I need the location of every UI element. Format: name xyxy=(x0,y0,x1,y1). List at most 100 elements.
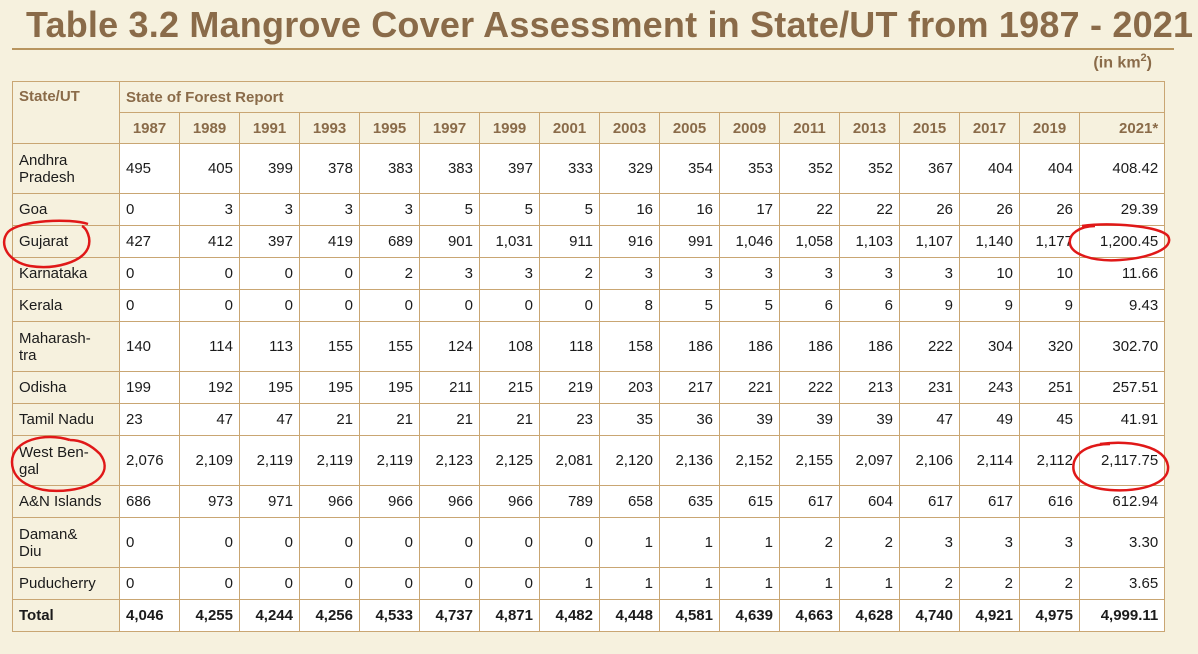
value-cell: 617 xyxy=(779,485,840,518)
value-cell: 213 xyxy=(839,371,900,404)
state-name-part: Pradesh xyxy=(19,168,75,186)
value-cell: 3 xyxy=(419,257,480,290)
value-cell: 0 xyxy=(419,289,480,322)
value-cell: 352 xyxy=(779,143,840,194)
value-cell: 0 xyxy=(359,517,420,568)
value-cell: 427 xyxy=(119,225,180,258)
unit-superscript: 2 xyxy=(1140,52,1147,64)
value-cell: 9 xyxy=(1019,289,1080,322)
value-cell: 0 xyxy=(239,517,300,568)
table-row: West Ben-gal 2,076 2,109 2,119 2,119 2,119 2,1… xyxy=(12,435,1166,486)
value-cell: 1 xyxy=(719,567,780,600)
value-cell: 0 xyxy=(299,257,360,290)
value-cell: 0 xyxy=(179,257,240,290)
value-cell: 0 xyxy=(299,517,360,568)
state-cell: Puducherry xyxy=(12,567,120,600)
value-cell: 2,136 xyxy=(659,435,720,486)
value-cell: 615 xyxy=(719,485,780,518)
value-cell: 1,031 xyxy=(479,225,540,258)
value-cell: 352 xyxy=(839,143,900,194)
state-name-part: Tamil Nadu xyxy=(19,411,95,428)
value-cell: 1,107 xyxy=(899,225,960,258)
value-cell: 39 xyxy=(779,403,840,436)
value-cell: 114 xyxy=(179,321,240,372)
value-cell: 124 xyxy=(419,321,480,372)
value-cell: 397 xyxy=(239,225,300,258)
value-cell: 0 xyxy=(239,289,300,322)
value-cell: 3 xyxy=(239,193,300,226)
value-cell: 45 xyxy=(1019,403,1080,436)
state-name-part: Andhra xyxy=(19,151,68,169)
value-cell: 0 xyxy=(539,517,600,568)
value-cell: 47 xyxy=(899,403,960,436)
value-cell: 1 xyxy=(839,567,900,600)
value-cell: 231 xyxy=(899,371,960,404)
value-cell: 3 xyxy=(479,257,540,290)
value-cell: 383 xyxy=(419,143,480,194)
value-cell: 257.51 xyxy=(1078,371,1166,404)
value-cell: 9.43 xyxy=(1078,289,1166,322)
value-cell: 320 xyxy=(1019,321,1080,372)
value-cell: 23 xyxy=(119,403,180,436)
value-cell: 2,112 xyxy=(1019,435,1080,486)
value-cell: 211 xyxy=(419,371,480,404)
value-cell: 2,117.75 xyxy=(1078,435,1166,486)
value-cell: 26 xyxy=(1019,193,1080,226)
value-cell: 5 xyxy=(719,289,780,322)
year-header: 1997 xyxy=(419,112,480,144)
value-cell: 192 xyxy=(179,371,240,404)
value-cell: 243 xyxy=(959,371,1020,404)
value-cell: 991 xyxy=(659,225,720,258)
value-cell: 219 xyxy=(539,371,600,404)
value-cell: 3.65 xyxy=(1078,567,1166,600)
value-cell: 5 xyxy=(539,193,600,226)
value-cell: 916 xyxy=(599,225,660,258)
table-row: Kerala 0 0 0 0 0 0 0 0 8 5 5 6 6 9 9 9 9.43 xyxy=(12,289,1166,322)
total-value-cell: 4,999.11 xyxy=(1078,599,1166,632)
state-cell: Andhra Pradesh xyxy=(12,143,120,194)
year-header: 1995 xyxy=(359,112,420,144)
value-cell: 966 xyxy=(299,485,360,518)
state-name-part: Goa xyxy=(19,201,48,218)
value-cell: 113 xyxy=(239,321,300,372)
value-cell: 3 xyxy=(1019,517,1080,568)
value-cell: 108 xyxy=(479,321,540,372)
value-cell: 378 xyxy=(299,143,360,194)
table-row: Puducherry 0 0 0 0 0 0 0 1 1 1 1 1 1 2 2 2 3.65 xyxy=(12,567,1166,600)
state-name-part: tra xyxy=(19,346,37,364)
table-row: Maharash-tra 140 114 113 155 155 124 108 118 158 1… xyxy=(12,321,1166,372)
value-cell: 1,046 xyxy=(719,225,780,258)
value-cell: 2 xyxy=(959,567,1020,600)
table-row: Karnataka 0 0 0 0 2 3 3 2 3 3 3 3 3 3 10 10 11.66 xyxy=(12,257,1166,290)
unit-label: (in km2) xyxy=(1093,52,1152,72)
value-cell: 0 xyxy=(479,289,540,322)
value-cell: 2,119 xyxy=(359,435,420,486)
value-cell: 0 xyxy=(119,567,180,600)
state-name-part: Diu xyxy=(19,542,42,560)
value-cell: 3 xyxy=(899,517,960,568)
state-name-part: Maharash- xyxy=(19,329,91,347)
value-cell: 155 xyxy=(359,321,420,372)
value-cell: 405 xyxy=(179,143,240,194)
value-cell: 22 xyxy=(839,193,900,226)
value-cell: 0 xyxy=(359,289,420,322)
value-cell: 408.42 xyxy=(1078,143,1166,194)
value-cell: 0 xyxy=(119,289,180,322)
value-cell: 39 xyxy=(719,403,780,436)
value-cell: 412 xyxy=(179,225,240,258)
value-cell: 404 xyxy=(1019,143,1080,194)
value-cell: 2 xyxy=(359,257,420,290)
value-cell: 789 xyxy=(539,485,600,518)
value-cell: 1,140 xyxy=(959,225,1020,258)
value-cell: 0 xyxy=(119,257,180,290)
value-cell: 49 xyxy=(959,403,1020,436)
total-value-cell: 4,975 xyxy=(1019,599,1080,632)
value-cell: 0 xyxy=(479,567,540,600)
value-cell: 17 xyxy=(719,193,780,226)
state-name-part: Gujarat xyxy=(19,233,69,250)
value-cell: 3 xyxy=(659,257,720,290)
value-cell: 118 xyxy=(539,321,600,372)
year-header: 2021* xyxy=(1078,112,1166,144)
value-cell: 419 xyxy=(299,225,360,258)
state-name-part: Puducherry xyxy=(19,575,96,592)
